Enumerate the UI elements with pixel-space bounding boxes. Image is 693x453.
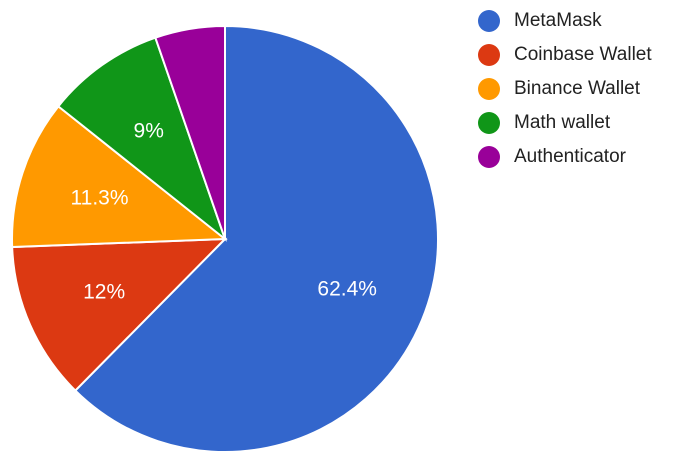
legend-label: Binance Wallet [514,78,641,99]
pie-slice-math-wallet [56,36,228,242]
legend-item-math-wallet: Math wallet [478,106,652,140]
pie-slice-labels: 62.4% 12% 11.3% 9% [71,120,377,304]
legend-label: MetaMask [514,10,602,31]
slice-label-binance-wallet: 11.3% [71,186,129,209]
legend-label: Math wallet [514,112,611,133]
legend-item-metamask: MetaMask [478,4,652,38]
legend-swatch-icon [478,112,500,134]
pie-slice-metamask [73,24,439,453]
pie-slices [11,24,439,453]
pie-slice-coinbase-wallet [11,237,228,392]
pie-slice-binance-wallet [11,104,228,249]
legend-item-coinbase-wallet: Coinbase Wallet [478,38,652,72]
legend-item-authenticator: Authenticator [478,140,652,174]
pie-slice-authenticator [154,24,226,240]
slice-label-math-wallet: 9% [134,120,164,143]
legend-swatch-icon [478,44,500,66]
legend-swatch-icon [478,10,500,32]
legend-label: Authenticator [514,146,626,167]
legend-swatch-icon [478,78,500,100]
chart-legend: MetaMask Coinbase Wallet Binance Wallet Mat… [478,4,652,174]
legend-label: Coinbase Wallet [514,44,652,65]
legend-swatch-icon [478,146,500,168]
legend-item-binance-wallet: Binance Wallet [478,72,652,106]
slice-label-metamask: 62.4% [317,278,377,301]
slice-label-coinbase-wallet: 12% [83,281,125,304]
